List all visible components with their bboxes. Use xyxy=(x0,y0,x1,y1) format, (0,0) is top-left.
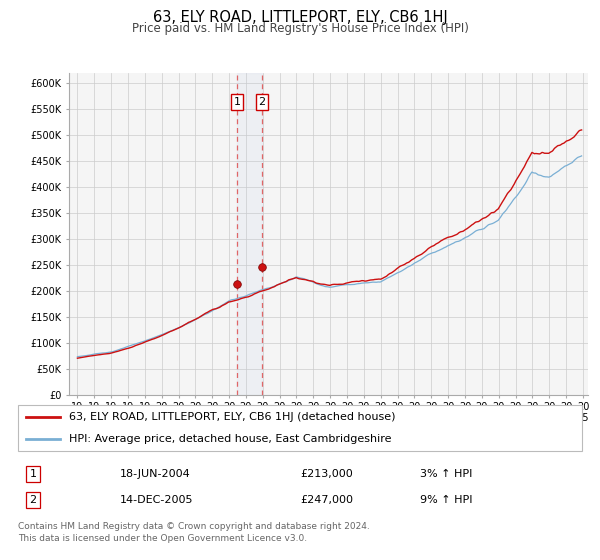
Text: 3% ↑ HPI: 3% ↑ HPI xyxy=(420,469,472,479)
Text: Contains HM Land Registry data © Crown copyright and database right 2024.: Contains HM Land Registry data © Crown c… xyxy=(18,522,370,531)
Text: 2: 2 xyxy=(259,97,266,107)
Text: 14-DEC-2005: 14-DEC-2005 xyxy=(120,495,193,505)
FancyBboxPatch shape xyxy=(18,405,582,451)
Text: Price paid vs. HM Land Registry's House Price Index (HPI): Price paid vs. HM Land Registry's House … xyxy=(131,22,469,35)
Text: 9% ↑ HPI: 9% ↑ HPI xyxy=(420,495,473,505)
Text: £247,000: £247,000 xyxy=(300,495,353,505)
Text: HPI: Average price, detached house, East Cambridgeshire: HPI: Average price, detached house, East… xyxy=(69,435,391,444)
Text: 2: 2 xyxy=(29,495,37,505)
Bar xyxy=(237,73,262,395)
Text: 63, ELY ROAD, LITTLEPORT, ELY, CB6 1HJ: 63, ELY ROAD, LITTLEPORT, ELY, CB6 1HJ xyxy=(152,10,448,25)
Text: 63, ELY ROAD, LITTLEPORT, ELY, CB6 1HJ (detached house): 63, ELY ROAD, LITTLEPORT, ELY, CB6 1HJ (… xyxy=(69,412,395,422)
Text: 1: 1 xyxy=(29,469,37,479)
Text: 1: 1 xyxy=(233,97,241,107)
Text: 18-JUN-2004: 18-JUN-2004 xyxy=(120,469,191,479)
Text: This data is licensed under the Open Government Licence v3.0.: This data is licensed under the Open Gov… xyxy=(18,534,307,543)
Text: £213,000: £213,000 xyxy=(300,469,353,479)
